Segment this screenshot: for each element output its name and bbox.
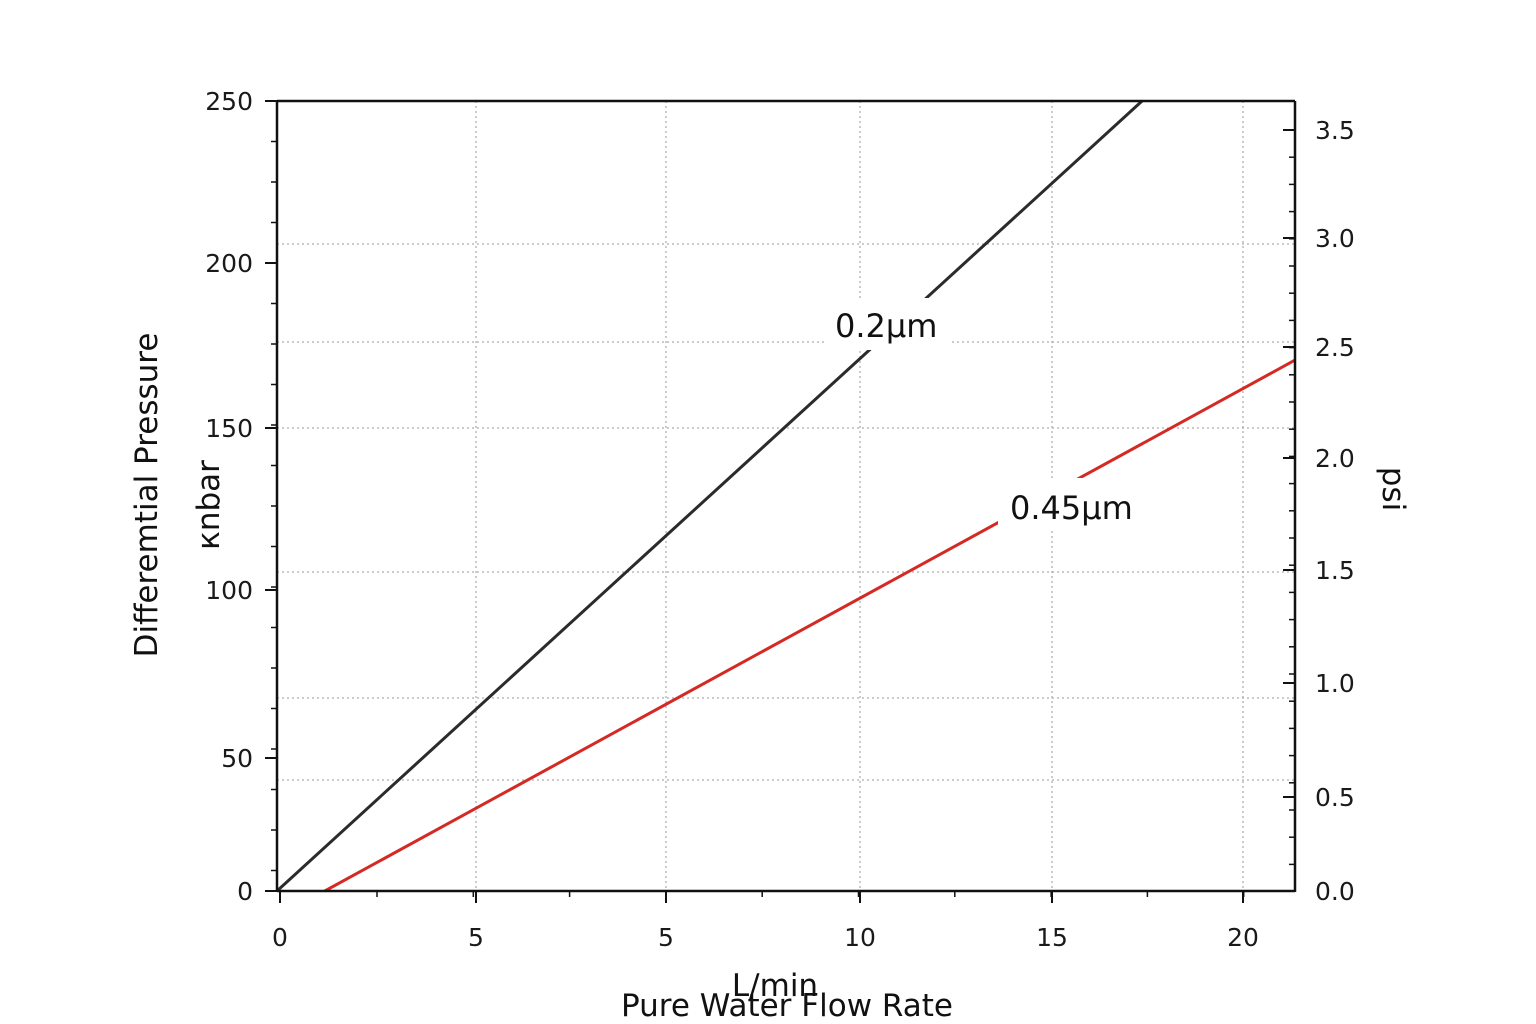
plot-frame — [265, 99, 1297, 903]
series-line-1 — [324, 358, 1296, 893]
y-tick-label-3: 150 — [205, 414, 253, 443]
x-tick-label-5: 20 — [1227, 923, 1259, 952]
y-tick-label-4: 200 — [205, 249, 253, 278]
y2-tick-label-5: 2.5 — [1315, 333, 1355, 362]
minor-ticks — [271, 100, 1295, 897]
x-tick-label-0: 0 — [272, 923, 288, 952]
x-tick-label-4: 15 — [1036, 923, 1068, 952]
y2-tick-label-3: 1.5 — [1315, 556, 1355, 585]
grid-lines — [277, 101, 1295, 891]
y-axis-title: Differemtial Pressure — [129, 333, 165, 658]
y2-tick-label-1: 0.5 — [1315, 783, 1355, 812]
series-line-0 — [275, 99, 1144, 893]
y-tick-label-1: 50 — [221, 744, 253, 773]
label-gap-0 — [826, 298, 950, 350]
y2-tick-label-7: 3.5 — [1315, 116, 1355, 145]
y2-tick-label-0: 0.0 — [1315, 877, 1355, 906]
series-label-0-2um: 0.2μm — [835, 307, 937, 345]
x-axis-title: Pure Water Flow Rate — [621, 988, 953, 1024]
series-lines — [275, 99, 1296, 893]
x-axis-unit: L/min — [732, 968, 818, 1004]
y-axis-unit: кnbar — [191, 460, 227, 550]
y-tick-label-0: 0 — [237, 877, 253, 906]
y2-tick-label-2: 1.0 — [1315, 669, 1355, 698]
y-tick-label-2: 100 — [205, 576, 253, 605]
series-label-0-45um: 0.45μm — [1010, 489, 1133, 527]
y-tick-label-5: 250 — [205, 87, 253, 116]
y2-tick-label-6: 3.0 — [1315, 224, 1355, 253]
x-tick-label-1: 5 — [468, 923, 484, 952]
y2-tick-label-4: 2.0 — [1315, 444, 1355, 473]
tick-labels: 0501001502002500.00.51.01.52.02.53.03.50… — [205, 87, 1354, 952]
x-tick-label-3: 10 — [844, 923, 876, 952]
y2-axis-unit: psi — [1375, 467, 1411, 511]
label-gap-1 — [998, 478, 1140, 528]
x-tick-label-2: 5 — [658, 923, 674, 952]
